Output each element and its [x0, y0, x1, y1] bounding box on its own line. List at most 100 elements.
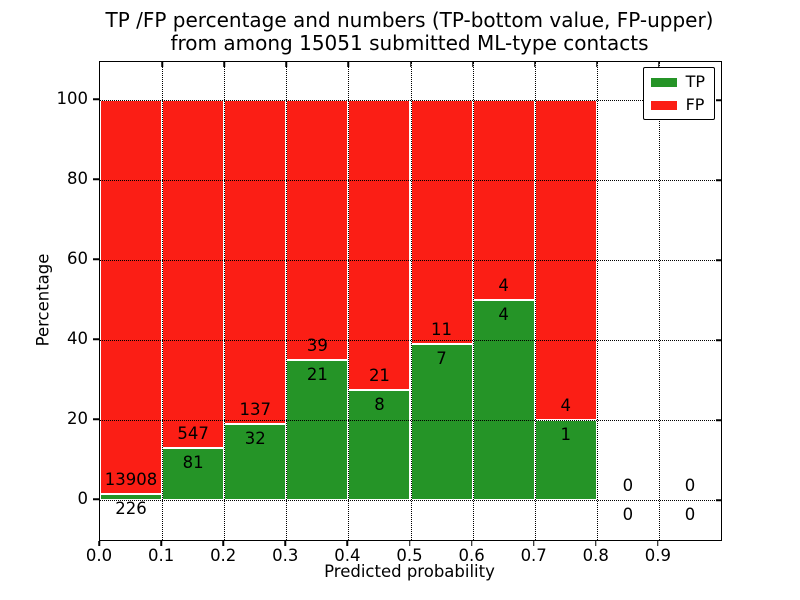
x-tick-label-5: 0.5 [396, 546, 423, 565]
grid-line-x-9 [658, 62, 660, 540]
bar-fp-4 [348, 100, 411, 390]
fp-count-label-1: 547 [177, 424, 209, 444]
bar-tp-7 [534, 420, 597, 500]
fp-count-label-6: 4 [498, 275, 509, 295]
chart-title-line1: TP /FP percentage and numbers (TP-bottom… [105, 8, 714, 32]
top-tick-2 [223, 62, 225, 67]
top-tick-3 [285, 62, 288, 67]
x-tick-label-4: 0.4 [334, 546, 361, 565]
right-tick-20 [716, 419, 721, 421]
bar-tp-6 [472, 300, 535, 500]
legend-entry-fp: FP [650, 95, 705, 114]
fp-count-label-5: 11 [431, 320, 453, 340]
x-tick-label-7: 0.7 [520, 546, 547, 565]
x-tick-8 [595, 540, 597, 546]
x-tick-label-8: 0.8 [582, 546, 609, 565]
x-tick-5 [408, 540, 411, 546]
x-tick-1 [160, 540, 162, 546]
bar-tp-0 [100, 493, 163, 500]
y-tick-label-60: 60 [67, 248, 88, 268]
fp-count-label-7: 4 [560, 395, 572, 415]
legend-entry-tp: TP [650, 72, 705, 91]
top-tick-5 [409, 62, 412, 67]
tp-count-label-5: 7 [436, 349, 447, 369]
tp-count-label-7: 1 [560, 424, 572, 444]
tp-count-label-8: 0 [622, 504, 634, 524]
fp-count-label-4: 21 [368, 365, 390, 385]
fp-legend-label: FP [685, 95, 705, 114]
right-tick-40 [716, 339, 721, 341]
x-tick-0 [98, 540, 100, 546]
x-axis-label: Predicted probability [324, 562, 495, 581]
y-tick-100 [93, 98, 99, 100]
right-tick-100 [716, 99, 721, 101]
fp-count-label-3: 39 [306, 335, 328, 355]
tp-count-label-4: 8 [374, 394, 385, 414]
grid-line-x-4 [348, 62, 350, 540]
fp-count-label-9: 0 [684, 475, 696, 495]
y-tick-80 [93, 178, 99, 180]
bar-fp-5 [410, 100, 473, 345]
tp-count-label-2: 32 [244, 429, 266, 448]
grid-line-x-1 [162, 62, 164, 540]
grid-line-x-2 [224, 62, 226, 540]
grid-line-x-8 [596, 62, 598, 540]
y-tick-label-0: 0 [77, 488, 89, 508]
plot-area: TP FP 13908 226 547 81 137 32 39 21 21 8 11 7 4 4 4 1 0 0… [99, 61, 722, 541]
x-tick-label-6: 0.6 [458, 546, 485, 565]
x-tick-label-0: 0.0 [85, 546, 113, 565]
y-tick-20 [93, 418, 99, 420]
top-tick-9 [658, 62, 660, 67]
bar-fp-6 [472, 100, 535, 300]
x-tick-4 [346, 540, 349, 546]
tp-count-label-3: 21 [306, 364, 328, 384]
x-tick-2 [222, 540, 224, 546]
tp-legend-swatch [650, 77, 677, 87]
bar-tp-1 [162, 448, 225, 500]
top-tick-4 [347, 62, 350, 67]
x-tick-7 [532, 540, 535, 546]
fp-count-label-0: 13908 [104, 469, 158, 489]
x-tick-label-1: 0.1 [147, 546, 175, 565]
x-tick-label-2: 0.2 [210, 546, 237, 565]
fp-count-label-8: 0 [622, 475, 634, 495]
tp-count-label-1: 81 [182, 453, 204, 473]
grid-line-x-5 [410, 62, 412, 540]
grid-line-x-7 [534, 62, 536, 540]
y-tick-0 [93, 498, 99, 500]
chart-title: TP /FP percentage and numbers (TP-bottom… [99, 9, 720, 54]
y-tick-label-20: 20 [67, 408, 88, 428]
y-tick-label-80: 80 [67, 168, 88, 188]
top-tick-1 [161, 62, 163, 67]
bar-fp-1 [162, 100, 225, 449]
chart-title-line2: from among 15051 submitted ML-type conta… [170, 30, 649, 55]
top-tick-7 [533, 62, 536, 67]
x-tick-6 [470, 540, 473, 546]
x-tick-label-9: 0.9 [644, 546, 672, 565]
tp-legend-label: TP [685, 72, 705, 91]
bar-fp-0 [100, 100, 163, 494]
grid-line-x-3 [286, 62, 288, 540]
tp-count-label-9: 0 [684, 504, 696, 524]
y-tick-60 [93, 258, 99, 260]
bar-fp-2 [224, 100, 287, 425]
grid-line-x-6 [472, 62, 474, 540]
bar-fp-3 [286, 100, 349, 360]
fp-legend-swatch [650, 100, 677, 110]
y-tick-label-100: 100 [56, 88, 89, 108]
top-tick-6 [471, 62, 474, 67]
y-tick-40 [93, 338, 99, 340]
right-tick-80 [716, 179, 721, 181]
bar-tp-3 [286, 360, 349, 500]
x-tick-9 [657, 540, 659, 546]
x-tick-label-3: 0.3 [272, 546, 299, 565]
right-tick-0 [716, 499, 721, 501]
y-tick-label-40: 40 [67, 328, 88, 348]
right-tick-60 [716, 259, 721, 261]
x-tick-3 [284, 540, 287, 546]
tp-count-label-6: 4 [498, 304, 509, 324]
top-tick-8 [596, 62, 598, 67]
legend: TP FP [642, 67, 715, 120]
tp-count-label-0: 226 [115, 498, 147, 518]
